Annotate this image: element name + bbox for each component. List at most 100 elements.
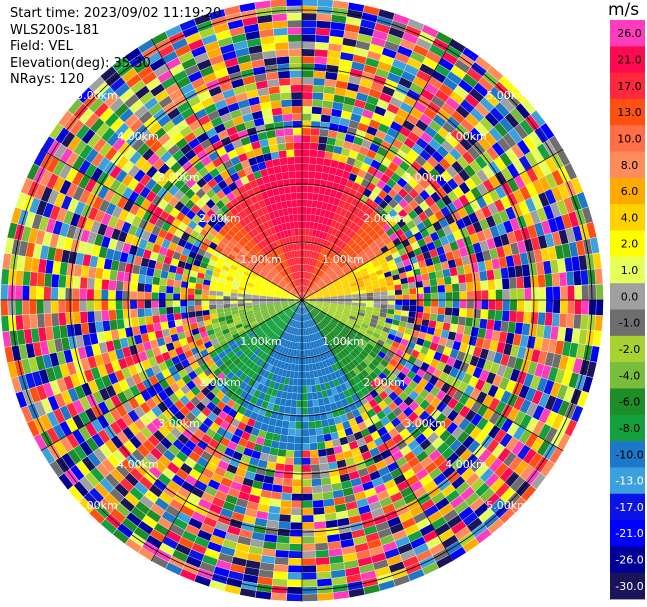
range-gate [302,199,308,207]
range-gate [310,457,320,465]
range-gate [540,122,555,140]
range-gate [575,209,586,226]
range-gate [357,311,365,317]
range-gate [363,246,372,254]
range-gate [402,300,410,306]
velocity-ray [302,300,597,378]
range-gate [230,481,243,491]
range-gate [485,372,497,385]
range-gate [447,259,457,269]
range-gate [482,165,495,179]
range-gate [488,300,496,310]
range-gate [343,450,353,460]
range-gate [178,536,194,549]
range-gate [226,577,243,588]
range-gate [406,474,420,487]
range-gate [426,536,442,550]
range-gate [452,359,463,370]
range-gate [480,435,494,449]
range-gate [292,305,298,311]
range-gate [333,346,340,354]
range-gate [388,427,399,439]
range-gate [354,415,364,425]
range-gate [362,335,371,343]
range-gate [320,321,326,328]
range-gate [551,353,562,369]
range-gate [65,287,73,300]
range-gate [88,322,97,334]
range-gate [344,306,352,311]
range-gate [435,187,447,199]
range-gate [415,137,429,150]
range-gate [100,519,117,535]
range-gate [334,370,341,379]
range-gate [469,88,485,103]
range-gate [348,213,357,222]
range-gate [354,175,364,185]
range-gate [430,306,438,315]
range-gate [410,225,420,236]
range-gate [424,184,436,196]
range-gate [319,238,325,247]
range-gate [344,292,352,296]
range-gate [377,273,385,280]
range-gate [387,285,395,291]
range-gate [297,306,300,314]
range-gate [325,241,332,249]
range-gate [168,264,178,274]
range-gate [494,171,507,185]
range-gate [363,64,377,75]
range-gate [36,300,44,314]
range-gate [413,247,423,257]
range-gate [237,535,252,546]
range-gate [475,430,488,445]
range-gate [302,421,309,429]
range-gate [282,354,288,363]
range-gate [315,305,322,309]
range-gate [528,452,543,469]
range-gate [353,270,361,277]
range-gate [333,416,342,425]
range-gate [445,374,456,386]
range-gate [496,222,507,236]
range-gate [340,398,349,407]
range-gate [410,160,422,172]
range-gate [462,353,473,364]
range-gate [429,44,446,58]
range-gate [324,249,331,257]
range-gate [536,207,548,222]
range-gate [391,340,401,349]
range-gate [518,200,530,215]
range-gate [333,280,342,286]
range-gate [400,445,412,457]
range-gate [162,536,179,550]
range-gate [470,262,479,273]
range-gate [117,328,127,339]
range-gate [302,493,313,501]
range-gate [329,290,337,294]
range-gate [95,267,104,279]
range-gate [476,391,488,404]
range-gate [110,260,120,271]
range-gate [318,186,326,195]
range-gate [419,113,433,126]
range-gate [431,300,439,307]
range-gate [416,293,424,300]
range-gate [389,523,405,535]
range-gate [348,361,356,370]
range-gate [446,356,456,367]
range-gate [58,274,67,288]
range-gate [273,326,280,334]
range-gate [474,502,490,518]
range-gate [318,331,324,339]
range-gate [372,332,381,339]
range-gate [291,342,296,350]
velocity-ray [302,284,604,300]
range-gate [337,376,345,385]
range-gate [408,188,419,199]
range-gate [266,339,273,347]
range-gate [119,497,135,512]
range-gate [167,480,181,493]
velocity-ray [302,206,593,300]
range-gate [517,300,525,312]
